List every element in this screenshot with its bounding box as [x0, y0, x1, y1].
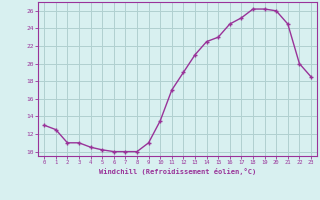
X-axis label: Windchill (Refroidissement éolien,°C): Windchill (Refroidissement éolien,°C) [99, 168, 256, 175]
